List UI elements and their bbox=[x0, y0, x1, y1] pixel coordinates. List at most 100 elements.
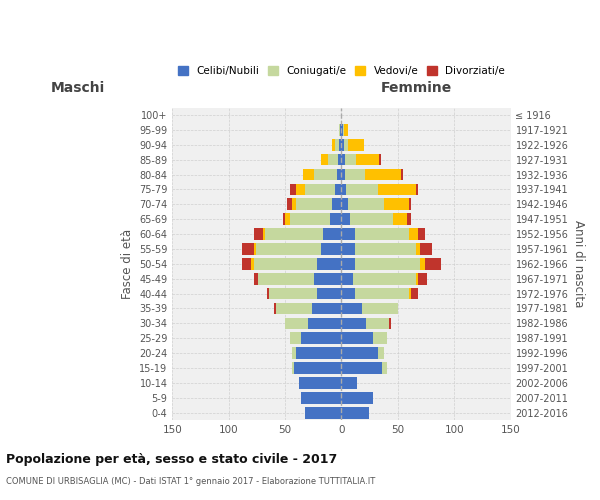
Bar bbox=[301, 392, 341, 404]
Bar bbox=[341, 288, 418, 300]
Bar bbox=[341, 407, 368, 418]
Bar bbox=[341, 168, 403, 180]
Bar bbox=[341, 139, 344, 150]
Bar bbox=[301, 392, 341, 404]
Bar bbox=[335, 184, 341, 195]
Bar bbox=[341, 362, 386, 374]
Bar bbox=[341, 392, 373, 404]
Bar bbox=[294, 362, 341, 374]
Bar bbox=[341, 273, 418, 284]
Bar bbox=[312, 302, 341, 314]
Bar bbox=[267, 288, 341, 300]
Bar bbox=[341, 302, 362, 314]
Bar bbox=[341, 168, 401, 180]
Bar bbox=[254, 228, 341, 240]
Bar bbox=[341, 318, 389, 329]
Bar bbox=[323, 228, 341, 240]
Bar bbox=[341, 407, 368, 418]
Bar bbox=[341, 198, 348, 210]
Bar bbox=[321, 154, 341, 166]
Bar bbox=[341, 348, 385, 359]
Legend: Celibi/Nubili, Coniugati/e, Vedovi/e, Divorziati/e: Celibi/Nubili, Coniugati/e, Vedovi/e, Di… bbox=[178, 66, 505, 76]
Bar bbox=[303, 168, 341, 180]
Bar bbox=[292, 348, 341, 359]
Bar bbox=[341, 228, 418, 240]
Bar bbox=[341, 258, 355, 270]
Bar bbox=[314, 273, 341, 284]
Bar bbox=[254, 273, 341, 284]
Bar bbox=[335, 139, 341, 150]
Bar bbox=[341, 184, 346, 195]
Bar bbox=[263, 228, 341, 240]
Bar bbox=[339, 124, 341, 136]
Bar bbox=[341, 198, 409, 210]
Bar bbox=[321, 243, 341, 255]
Bar bbox=[341, 243, 416, 255]
Bar bbox=[290, 332, 341, 344]
Bar bbox=[305, 407, 341, 418]
Bar bbox=[305, 407, 341, 418]
Bar bbox=[341, 139, 364, 150]
Bar bbox=[341, 184, 418, 195]
Bar bbox=[341, 302, 398, 314]
Bar bbox=[269, 288, 341, 300]
Bar bbox=[276, 302, 341, 314]
Bar bbox=[341, 184, 416, 195]
Bar bbox=[328, 154, 341, 166]
Bar bbox=[341, 318, 391, 329]
Bar bbox=[285, 318, 341, 329]
Bar bbox=[341, 288, 409, 300]
Bar bbox=[290, 332, 341, 344]
Bar bbox=[285, 214, 341, 225]
Bar bbox=[341, 377, 357, 388]
Bar bbox=[296, 184, 341, 195]
Bar bbox=[276, 302, 341, 314]
Bar bbox=[296, 198, 341, 210]
Bar bbox=[299, 377, 341, 388]
Bar bbox=[301, 392, 341, 404]
Bar bbox=[341, 332, 373, 344]
Bar bbox=[337, 168, 341, 180]
Bar bbox=[330, 214, 341, 225]
Bar bbox=[338, 154, 341, 166]
Bar bbox=[332, 139, 341, 150]
Bar bbox=[341, 318, 366, 329]
Bar bbox=[341, 273, 427, 284]
Bar bbox=[301, 392, 341, 404]
Bar bbox=[341, 168, 365, 180]
Bar bbox=[341, 302, 398, 314]
Bar bbox=[314, 168, 341, 180]
Bar bbox=[305, 184, 341, 195]
Bar bbox=[265, 228, 341, 240]
Bar bbox=[341, 258, 440, 270]
Bar bbox=[341, 124, 344, 136]
Bar bbox=[242, 258, 341, 270]
Bar bbox=[341, 214, 350, 225]
Bar bbox=[340, 124, 341, 136]
Text: COMUNE DI URBISAGLIA (MC) - Dati ISTAT 1° gennaio 2017 - Elaborazione TUTTITALIA: COMUNE DI URBISAGLIA (MC) - Dati ISTAT 1… bbox=[6, 477, 375, 486]
Bar bbox=[321, 154, 341, 166]
Bar bbox=[254, 258, 341, 270]
Bar bbox=[341, 214, 407, 225]
Bar bbox=[341, 243, 421, 255]
Bar bbox=[341, 302, 398, 314]
Bar bbox=[332, 198, 341, 210]
Bar bbox=[341, 348, 385, 359]
Bar bbox=[341, 273, 416, 284]
Text: Maschi: Maschi bbox=[50, 81, 105, 95]
Bar bbox=[290, 214, 341, 225]
Bar bbox=[341, 154, 381, 166]
Bar bbox=[341, 377, 357, 388]
Bar bbox=[274, 302, 341, 314]
Bar bbox=[341, 124, 343, 136]
Bar bbox=[285, 318, 341, 329]
Bar bbox=[308, 318, 341, 329]
Bar bbox=[341, 184, 377, 195]
Bar bbox=[341, 377, 357, 388]
Bar bbox=[290, 184, 341, 195]
Bar bbox=[258, 273, 341, 284]
Text: Femmine: Femmine bbox=[380, 81, 452, 95]
Bar bbox=[341, 332, 386, 344]
Bar bbox=[341, 348, 377, 359]
Bar bbox=[287, 198, 341, 210]
